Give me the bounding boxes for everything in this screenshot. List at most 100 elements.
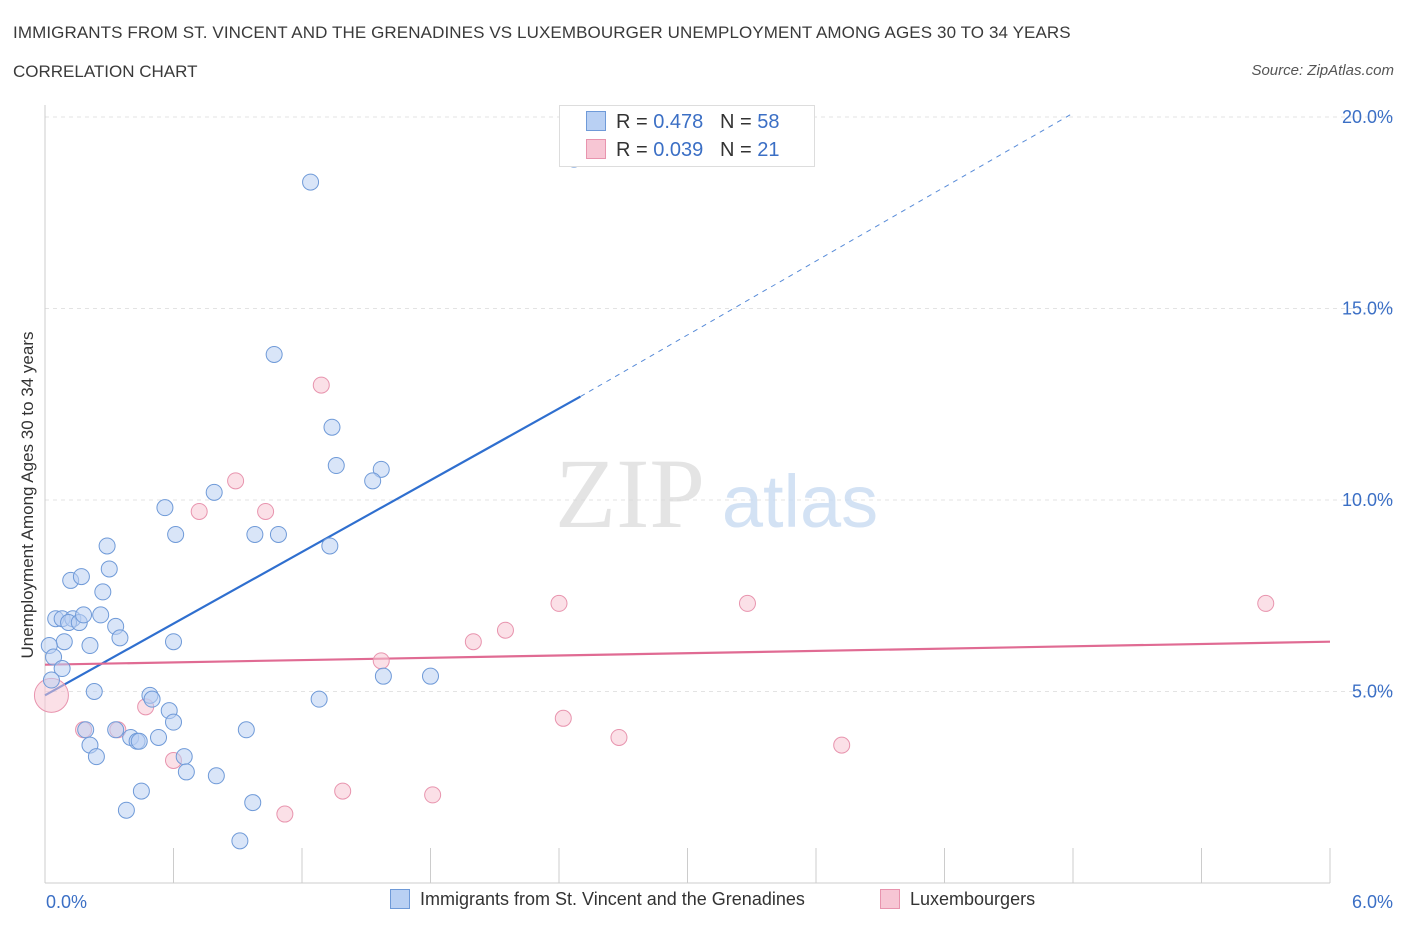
y-tick-label: 10.0%: [1342, 490, 1393, 510]
watermark: ZIP atlas: [555, 438, 878, 549]
data-point-immigrants: [177, 763, 195, 781]
data-point-immigrants: [372, 460, 390, 478]
legend-item-series1: Immigrants from St. Vincent and the Gren…: [390, 889, 805, 910]
data-point-immigrants: [156, 499, 174, 517]
data-point-luxembourgers: [833, 736, 851, 754]
trend-line-immigrants: [44, 395, 581, 697]
data-point-immigrants: [265, 345, 283, 363]
data-point-immigrants: [165, 713, 182, 731]
data-point-immigrants: [42, 671, 60, 689]
data-point-immigrants: [75, 606, 93, 624]
chart-title: IMMIGRANTS FROM ST. VINCENT AND THE GREN…: [13, 23, 1071, 42]
data-point-immigrants: [85, 683, 103, 700]
legend-item-series2: Luxembourgers: [880, 889, 1035, 910]
y-tick-label: 5.0%: [1352, 682, 1393, 702]
data-point-immigrants: [98, 537, 116, 555]
legend-row-series1: R = 0.478 N = 58: [586, 111, 779, 135]
data-point-immigrants: [231, 832, 249, 850]
legend-swatch-blue: [390, 889, 410, 909]
legend-swatch-pink: [880, 889, 900, 909]
data-point-luxembourgers: [554, 709, 572, 727]
data-point-immigrants: [132, 782, 150, 800]
legend-swatch-pink: [586, 139, 606, 159]
data-point-immigrants: [321, 537, 339, 555]
data-point-luxembourgers: [372, 652, 390, 670]
chart-subtitle: CORRELATION CHART: [13, 62, 198, 81]
data-point-immigrants: [55, 633, 73, 651]
data-point-immigrants: [94, 583, 112, 601]
tick-labels: 5.0% 10.0% 15.0% 20.0% 0.0% 6.0%: [46, 107, 1393, 912]
data-point-immigrants: [374, 667, 392, 685]
data-point-immigrants: [81, 637, 99, 655]
data-point-immigrants: [237, 721, 255, 739]
x-tick-label: 0.0%: [46, 892, 87, 912]
legend-r-label: R =: [616, 139, 648, 161]
data-point-immigrants: [302, 173, 320, 191]
legend-r-label: R =: [616, 111, 648, 133]
data-point-luxembourgers: [276, 805, 294, 823]
trend-line-luxembourgers: [44, 640, 1331, 666]
data-point-luxembourgers: [257, 502, 275, 520]
legend-n-value: 21: [757, 139, 780, 161]
data-point-immigrants: [53, 660, 71, 678]
x-tick-label: 6.0%: [1352, 892, 1393, 912]
y-tick-label: 20.0%: [1342, 107, 1393, 127]
source-label: Source: ZipAtlas.com: [1251, 62, 1394, 79]
data-point-luxembourgers: [464, 633, 482, 651]
data-point-immigrants: [72, 568, 90, 586]
data-point-luxembourgers: [424, 786, 442, 804]
legend-label-series1: Immigrants from St. Vincent and the Gren…: [420, 889, 805, 909]
axes: [44, 105, 1331, 884]
legend-n-label: N =: [719, 139, 752, 161]
data-point-immigrants: [269, 525, 287, 543]
watermark-zip: ZIP: [555, 438, 705, 549]
data-point-immigrants: [150, 728, 168, 746]
legend-n-value: 58: [757, 111, 780, 133]
legend-swatch-blue: [586, 111, 606, 131]
data-point-immigrants: [167, 525, 185, 543]
data-point-immigrants: [205, 483, 223, 501]
data-point-luxembourgers: [738, 594, 756, 612]
data-point-immigrants: [111, 629, 129, 647]
data-point-immigrants: [323, 418, 341, 436]
data-point-immigrants: [77, 721, 95, 739]
legend-row-series2: R = 0.039 N = 21: [586, 139, 779, 163]
legend-r-value: 0.039: [653, 139, 704, 161]
data-point-immigrants: [130, 732, 148, 750]
data-point-immigrants: [244, 794, 262, 812]
trend-lines: [44, 112, 1331, 697]
data-point-immigrants: [207, 767, 225, 785]
data-point-immigrants: [310, 690, 328, 708]
data-point-immigrants: [92, 606, 110, 624]
legend-n-label: N =: [719, 111, 752, 133]
data-point-immigrants: [175, 748, 193, 766]
data-point-immigrants: [364, 472, 382, 490]
data-point-immigrants: [107, 721, 125, 739]
data-point-immigrants: [117, 801, 135, 819]
watermark-atlas: atlas: [722, 460, 878, 543]
y-axis-label: Unemployment Among Ages 30 to 34 years: [18, 331, 37, 659]
data-point-luxembourgers: [334, 782, 352, 800]
data-point-luxembourgers: [190, 502, 208, 520]
data-point-luxembourgers: [496, 621, 514, 639]
trend-line-immigrants-extension: [580, 112, 1074, 398]
data-point-luxembourgers: [1257, 594, 1275, 612]
data-point-immigrants: [100, 560, 118, 578]
data-point-immigrants: [45, 648, 63, 666]
data-point-immigrants: [165, 633, 182, 651]
data-point-luxembourgers: [550, 594, 568, 612]
data-point-immigrants: [87, 748, 105, 766]
data-point-luxembourgers: [227, 472, 245, 490]
legend-r-value: 0.478: [653, 111, 704, 133]
grid-lines: [45, 116, 1395, 692]
data-point-luxembourgers: [610, 728, 628, 746]
data-point-immigrants: [327, 457, 345, 475]
data-points: [33, 150, 1275, 850]
legend-label-series2: Luxembourgers: [910, 889, 1036, 909]
stats-legend: R = 0.478 N = 58 R = 0.039 N = 21: [559, 105, 815, 167]
data-point-immigrants: [143, 690, 161, 708]
data-point-immigrants: [246, 525, 264, 543]
data-point-luxembourgers: [312, 376, 330, 394]
data-point-immigrants: [422, 667, 439, 685]
